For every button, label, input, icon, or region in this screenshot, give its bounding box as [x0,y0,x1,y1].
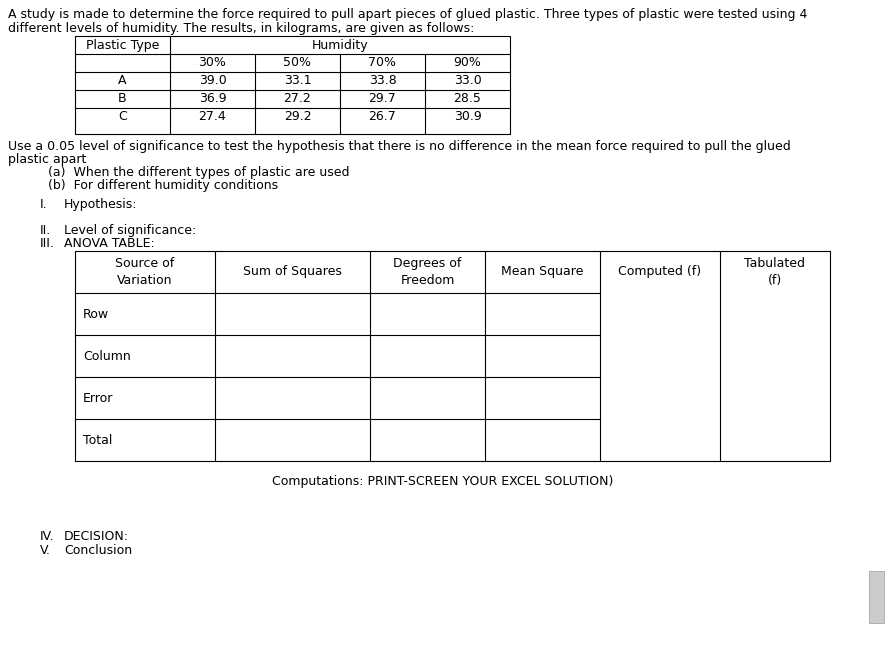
Text: C: C [118,111,127,123]
Text: 70%: 70% [369,57,397,69]
Text: Column: Column [83,350,131,362]
Bar [869,571,884,623]
Text: 26.7: 26.7 [369,111,396,123]
Text: Humidity: Humidity [312,38,369,51]
Text: A study is made to determine the force required to pull apart pieces of glued pl: A study is made to determine the force r… [8,8,807,21]
Text: V.: V. [40,544,51,557]
Text: II.: II. [40,224,51,237]
Bar [75,251,830,461]
Text: (b)  For different humidity conditions: (b) For different humidity conditions [48,179,278,192]
Text: 30.9: 30.9 [454,111,481,123]
Text: plastic apart: plastic apart [8,153,86,166]
Text: 28.5: 28.5 [454,92,481,105]
Text: Computations: PRINT-SCREEN YOUR EXCEL SOLUTION): Computations: PRINT-SCREEN YOUR EXCEL SO… [272,475,614,488]
Text: 50%: 50% [284,57,312,69]
Text: Error: Error [83,391,113,405]
Text: Sum of Squares: Sum of Squares [243,266,342,279]
Text: DECISION:: DECISION: [64,530,129,543]
Text: 39.0: 39.0 [198,74,227,88]
Text: Source of
Variation: Source of Variation [115,257,175,287]
Text: 29.2: 29.2 [284,111,311,123]
Text: Tabulated
(f): Tabulated (f) [744,257,805,287]
Text: 33.1: 33.1 [284,74,311,88]
Text: Level of significance:: Level of significance: [64,224,197,237]
Text: Plastic Type: Plastic Type [86,38,159,51]
Text: Conclusion: Conclusion [64,544,132,557]
Text: ANOVA TABLE:: ANOVA TABLE: [64,237,155,250]
Text: 90%: 90% [454,57,481,69]
Text: 29.7: 29.7 [369,92,396,105]
Text: 27.4: 27.4 [198,111,227,123]
Text: 27.2: 27.2 [284,92,311,105]
Text: Row: Row [83,308,109,321]
Text: III.: III. [40,237,55,250]
Text: Use a 0.05 level of significance to test the hypothesis that there is no differe: Use a 0.05 level of significance to test… [8,140,790,153]
Text: B: B [118,92,127,105]
Text: Hypothesis:: Hypothesis: [64,198,137,211]
Bar [75,36,510,134]
Text: IV.: IV. [40,530,55,543]
Text: different levels of humidity. The results, in kilograms, are given as follows:: different levels of humidity. The result… [8,22,474,35]
Text: 36.9: 36.9 [198,92,226,105]
Text: 30%: 30% [198,57,227,69]
Text: I.: I. [40,198,48,211]
Text: A: A [118,74,127,88]
Text: 33.0: 33.0 [454,74,481,88]
Text: Degrees of
Freedom: Degrees of Freedom [393,257,462,287]
Text: (a)  When the different types of plastic are used: (a) When the different types of plastic … [48,166,349,179]
Text: Mean Square: Mean Square [501,266,584,279]
Text: Total: Total [83,434,113,447]
Text: 33.8: 33.8 [369,74,396,88]
Text: Computed (f): Computed (f) [618,266,702,279]
